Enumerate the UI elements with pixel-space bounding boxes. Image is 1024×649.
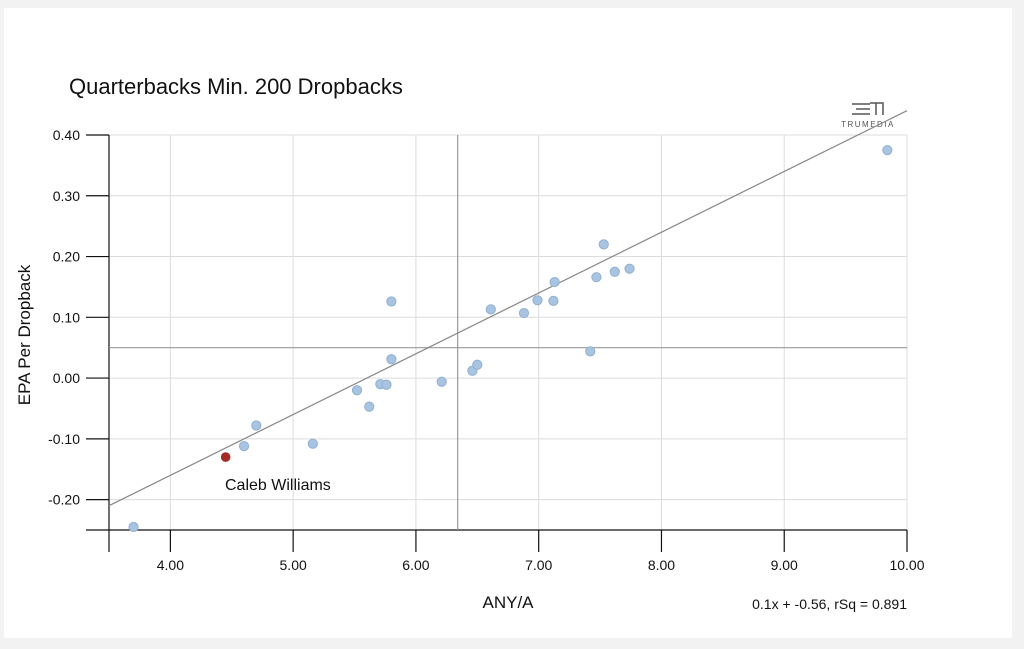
data-point[interactable]: [386, 354, 397, 365]
data-point[interactable]: [585, 346, 596, 357]
regression-equation: 0.1x + -0.56, rSq = 0.891: [752, 596, 907, 612]
trendline: [108, 110, 908, 507]
tick-labels: 4.00 5.00 6.00 7.00 8.00 9.00 10.00 0.40 0.30 0.2…: [48, 127, 925, 573]
y-tick-label: -0.20: [48, 492, 80, 508]
x-tick-label: 6.00: [402, 557, 429, 573]
data-point[interactable]: [436, 376, 447, 387]
trend-line: [108, 110, 908, 507]
data-point[interactable]: [485, 304, 496, 315]
grid-lines: [109, 134, 908, 530]
y-tick-label: 0.10: [53, 309, 80, 325]
highlight-label: Caleb Williams: [225, 477, 331, 494]
data-point[interactable]: [472, 359, 483, 370]
data-point[interactable]: [624, 263, 635, 274]
data-point[interactable]: [532, 295, 543, 306]
y-tick-label: 0.40: [53, 127, 80, 143]
x-tick-label: 5.00: [280, 557, 307, 573]
data-point[interactable]: [128, 521, 139, 533]
reference-lines: [109, 135, 907, 530]
highlight-point[interactable]: [220, 452, 231, 462]
trumedia-logo-icon: [852, 102, 884, 115]
data-points: [128, 145, 893, 533]
y-tick-label: 0.30: [53, 188, 80, 204]
data-point[interactable]: [549, 276, 560, 288]
axes: [86, 134, 908, 552]
data-point[interactable]: [548, 295, 559, 306]
data-point[interactable]: [518, 307, 530, 319]
y-axis-label: EPA Per Dropback: [15, 264, 34, 405]
data-point[interactable]: [386, 296, 397, 307]
x-axis-label: ANY/A: [482, 593, 534, 612]
chart-card: [4, 8, 1012, 638]
trumedia-logo: TRUMEDIA: [841, 102, 895, 129]
y-tick-label: 0.20: [53, 249, 80, 265]
chart-title: Quarterbacks Min. 200 Dropbacks: [69, 74, 403, 99]
data-point[interactable]: [307, 438, 318, 449]
x-tick-label: 8.00: [648, 557, 675, 573]
data-point[interactable]: [364, 401, 375, 412]
y-tick-label: 0.00: [53, 370, 80, 386]
x-tick-label: 7.00: [525, 557, 552, 573]
trumedia-wordmark: TRUMEDIA: [841, 120, 895, 129]
x-tick-label: 9.00: [771, 557, 798, 573]
x-tick-label: 10.00: [889, 557, 924, 573]
x-tick-label: 4.00: [157, 557, 184, 573]
data-point[interactable]: [351, 385, 363, 396]
data-point[interactable]: [609, 266, 620, 277]
data-point[interactable]: [238, 441, 250, 452]
data-point[interactable]: [251, 420, 262, 431]
data-point[interactable]: [598, 239, 609, 250]
data-point[interactable]: [591, 272, 602, 283]
data-point[interactable]: [882, 145, 893, 156]
y-tick-label: -0.10: [48, 431, 80, 447]
data-point[interactable]: [381, 379, 392, 390]
